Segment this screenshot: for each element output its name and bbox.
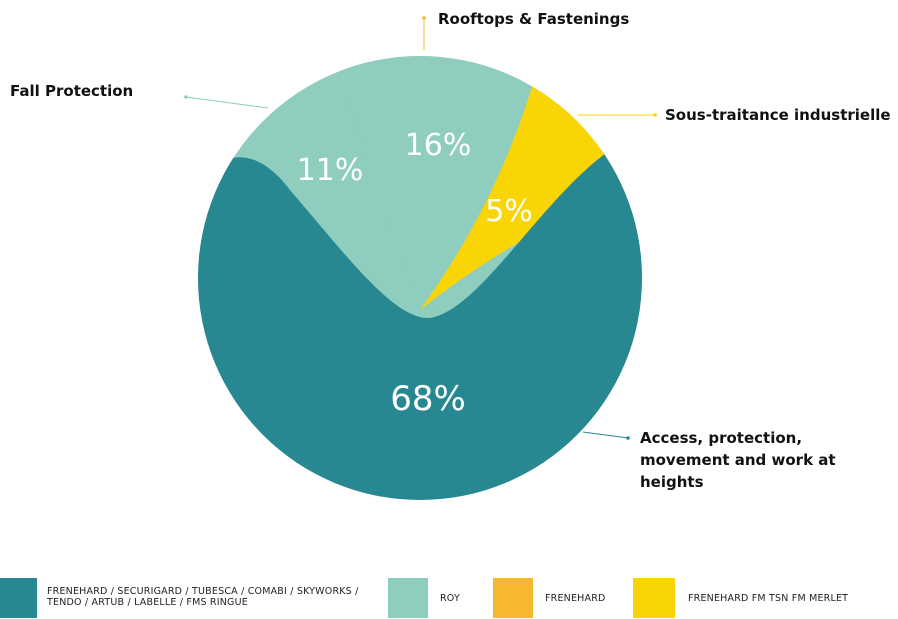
legend-text-sous-traitance: FRENEHARD FM TSN FM MERLET [688,593,849,604]
legend: FRENEHARD / SECURIGARD / TUBESCA / COMAB… [0,578,898,618]
category-label-access: Access, protection, movement and work at… [640,429,836,491]
pie-value-label-access: 68% [390,379,466,419]
pie-slice-access [198,150,642,500]
legend-swatch-sous-traitance [633,578,675,618]
legend-swatch-rooftops [493,578,533,618]
legend-swatch-fall-protection [388,578,428,618]
legend-text-access: FRENEHARD / SECURIGARD / TUBESCA / COMAB… [47,586,359,608]
legend-swatch-access [0,578,37,618]
category-label-rooftops: Rooftops & Fastenings [438,10,630,28]
category-label-sous-traitance: Sous-traitance industrielle [665,106,891,124]
legend-text-rooftops: FRENEHARD [545,593,606,604]
category-label-fall-protection: Fall Protection [10,82,134,100]
legend-text-fall-protection: ROY [440,593,460,604]
pie-value-label-sous-traitance: 5% [485,194,533,229]
pie-slice-rooftops [330,56,540,315]
pie-value-label-fall-protection: 11% [297,153,364,188]
pie-value-label-rooftops: 16% [405,128,472,163]
